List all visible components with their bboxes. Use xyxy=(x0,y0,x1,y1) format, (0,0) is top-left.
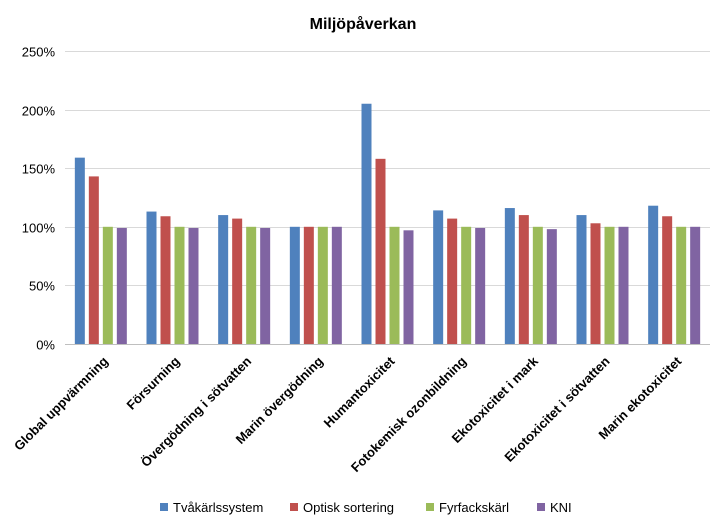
y-axis-ticks: 0% 50% 100% 150% 200% 250% xyxy=(22,45,56,353)
bar xyxy=(361,103,372,345)
legend-swatch xyxy=(426,503,434,511)
chart-title: Miljöpåverkan xyxy=(310,15,417,33)
y-tick-label: 200% xyxy=(22,104,56,119)
x-category-label: Försurning xyxy=(124,353,183,412)
y-tick-label: 250% xyxy=(22,45,56,60)
bar xyxy=(690,226,701,344)
legend-swatch xyxy=(290,503,298,511)
bar xyxy=(146,211,157,344)
bar xyxy=(331,226,342,344)
bar xyxy=(303,226,314,344)
y-tick-label: 100% xyxy=(22,221,56,236)
bar xyxy=(546,229,557,344)
bar xyxy=(260,227,271,344)
bar xyxy=(447,218,458,344)
bar xyxy=(102,226,113,344)
legend-label: Tvåkärlssystem xyxy=(173,500,263,515)
x-category-label: Humantoxicitet xyxy=(321,353,398,430)
bar xyxy=(532,226,543,344)
bar xyxy=(648,205,659,344)
bar xyxy=(403,230,414,344)
legend-label: Optisk sortering xyxy=(303,500,394,515)
bar xyxy=(317,226,328,344)
bar xyxy=(246,226,257,344)
legend-swatch xyxy=(160,503,168,511)
bar xyxy=(74,157,85,344)
y-tick-label: 0% xyxy=(36,338,55,353)
bar xyxy=(116,227,127,344)
bar xyxy=(576,215,587,344)
legend-label: Fyrfackskärl xyxy=(439,500,509,515)
bar xyxy=(232,218,243,344)
bar xyxy=(590,223,601,344)
y-tick-label: 150% xyxy=(22,162,56,177)
bar xyxy=(676,226,687,344)
x-category-label: Global uppvärmning xyxy=(11,353,111,453)
bar xyxy=(518,215,529,344)
legend-swatch xyxy=(537,503,545,511)
gridlines xyxy=(65,51,710,345)
bar xyxy=(504,208,515,344)
bar xyxy=(188,227,199,344)
bar xyxy=(160,216,171,344)
y-tick-label: 50% xyxy=(29,279,55,294)
legend: Tvåkärlssystem Optisk sortering Fyrfackskä… xyxy=(160,500,572,515)
bar xyxy=(88,176,99,344)
bar xyxy=(618,226,629,344)
legend-label: KNI xyxy=(550,500,572,515)
bar xyxy=(389,226,400,344)
bar xyxy=(662,216,673,344)
bar xyxy=(289,226,300,344)
bar xyxy=(604,226,615,344)
bar xyxy=(375,158,386,344)
bar xyxy=(218,215,229,344)
bars xyxy=(74,103,701,345)
bar xyxy=(461,226,472,344)
bar xyxy=(433,210,444,344)
bar xyxy=(475,227,486,344)
x-category-label: Fotokemisk ozonbildning xyxy=(348,353,469,474)
x-axis-categories: Global uppvärmning FörsurningÖvergödning … xyxy=(11,353,685,475)
bar xyxy=(174,226,185,344)
